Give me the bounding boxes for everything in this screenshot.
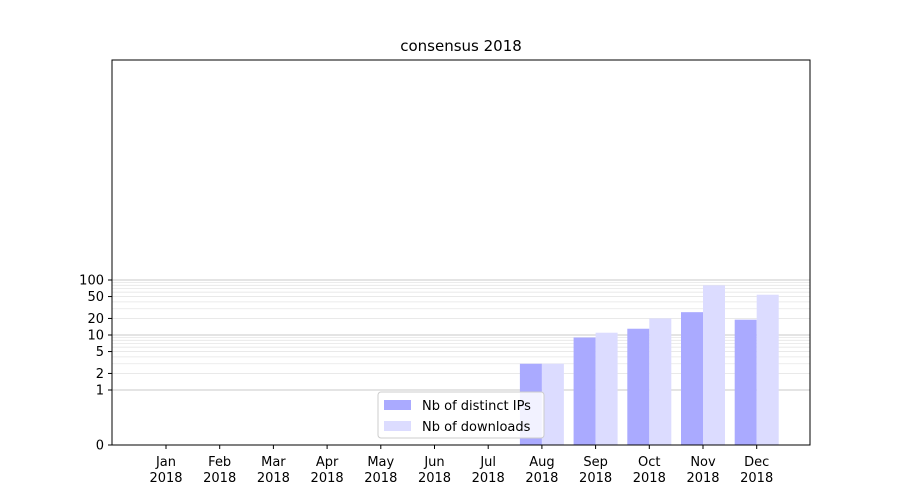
- xtick-label-year: 2018: [311, 471, 344, 486]
- chart-title: consensus 2018: [400, 37, 522, 55]
- ytick-label: 10: [87, 329, 104, 344]
- ytick-label: 50: [87, 290, 104, 305]
- bar-downloads-nov: [703, 285, 725, 445]
- ytick-label: 0: [96, 439, 104, 454]
- xtick-label-year: 2018: [740, 471, 773, 486]
- bar-downloads-dec: [756, 294, 779, 445]
- legend-label: Nb of distinct IPs: [422, 399, 531, 414]
- bar-distinct-ips-dec: [734, 319, 757, 445]
- xtick-label-year: 2018: [364, 471, 397, 486]
- xtick-label-year: 2018: [418, 471, 451, 486]
- xtick-label-month: Jun: [423, 455, 444, 470]
- xtick-label-month: Mar: [261, 455, 286, 470]
- xtick-label-month: Feb: [208, 455, 231, 470]
- xtick-label-month: Jul: [479, 455, 496, 470]
- bar-downloads-oct: [649, 318, 672, 445]
- legend: Nb of distinct IPs Nb of downloads: [377, 391, 545, 439]
- xtick-label-year: 2018: [633, 471, 666, 486]
- ytick-label: 100: [79, 274, 104, 289]
- legend-label: Nb of downloads: [422, 420, 531, 435]
- bar-downloads-sep: [595, 332, 618, 445]
- xtick-label-month: Aug: [529, 455, 554, 470]
- ytick-label: 1: [96, 384, 104, 399]
- xtick-label-month: Oct: [638, 455, 660, 470]
- bar-distinct-ips-sep: [573, 337, 596, 445]
- bar-layer: [519, 285, 779, 445]
- legend-box: [377, 391, 545, 439]
- xtick-label-year: 2018: [257, 471, 290, 486]
- xtick-label-year: 2018: [203, 471, 236, 486]
- ytick-label: 20: [87, 312, 104, 327]
- bar-downloads-aug: [541, 363, 564, 445]
- xtick-label-month: Sep: [583, 455, 608, 470]
- xtick-layer: Jan2018Feb2018Mar2018Apr2018May2018Jun20…: [149, 445, 773, 486]
- xtick-label-month: May: [367, 455, 394, 470]
- xtick-label-month: Dec: [744, 455, 769, 470]
- xtick-label-month: Nov: [690, 455, 716, 470]
- ytick-label: 5: [96, 345, 104, 360]
- xtick-label-year: 2018: [149, 471, 182, 486]
- xtick-label-year: 2018: [686, 471, 719, 486]
- xtick-label-month: Apr: [316, 455, 339, 470]
- legend-swatch: [384, 421, 411, 431]
- bar-distinct-ips-oct: [627, 328, 650, 445]
- plot-frame: [111, 59, 811, 446]
- xtick-label-year: 2018: [579, 471, 612, 486]
- xtick-label-year: 2018: [472, 471, 505, 486]
- ytick-label: 2: [96, 367, 104, 382]
- xtick-label-month: Jan: [155, 455, 176, 470]
- xtick-label-year: 2018: [525, 471, 558, 486]
- legend-swatch: [384, 400, 411, 410]
- bar-distinct-ips-nov: [681, 312, 703, 445]
